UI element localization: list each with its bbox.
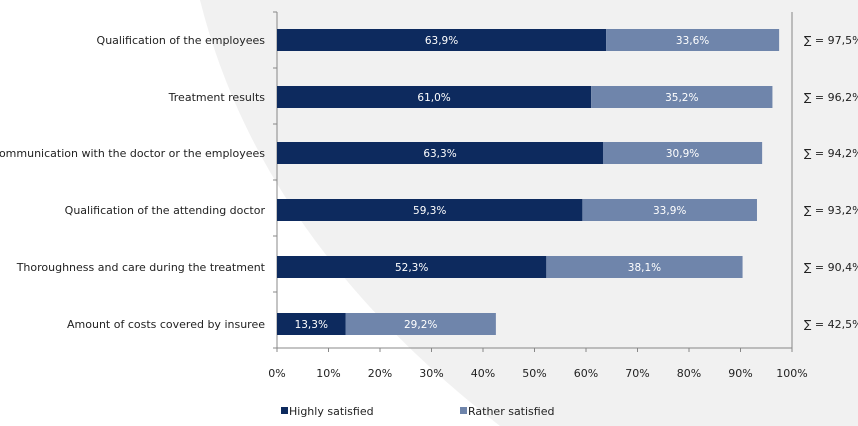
bar-value-label: 63,9% — [425, 35, 458, 47]
total-label: ∑ = 94,2% — [804, 147, 858, 160]
bar-value-label: 52,3% — [395, 262, 428, 274]
category-label: Treatment results — [168, 91, 266, 104]
bar-segment — [546, 256, 743, 278]
category-label: Thoroughness and care during the treatme… — [16, 261, 266, 274]
bar-value-label: 61,0% — [417, 92, 450, 104]
x-tick-label: 70% — [625, 367, 649, 380]
x-tick-label: 50% — [522, 367, 546, 380]
bar-value-label: 59,3% — [413, 205, 446, 217]
bar-value-label: 29,2% — [404, 319, 437, 331]
x-tick-label: 40% — [471, 367, 495, 380]
x-tick-label: 0% — [268, 367, 285, 380]
x-tick-label: 60% — [574, 367, 598, 380]
total-label: ∑ = 96,2% — [804, 91, 858, 104]
bar-value-label: 63,3% — [423, 148, 456, 160]
legend-swatch — [281, 407, 288, 414]
x-tick-label: 90% — [728, 367, 752, 380]
bar-value-label: 33,9% — [653, 205, 686, 217]
total-label: ∑ = 97,5% — [804, 34, 858, 47]
x-tick-label: 80% — [677, 367, 701, 380]
bar-segment — [277, 256, 547, 278]
bar-segment — [277, 313, 346, 335]
total-label: ∑ = 93,2% — [804, 204, 858, 217]
bar-segment — [277, 29, 607, 51]
x-tick-label: 20% — [368, 367, 392, 380]
bar-value-label: 13,3% — [295, 319, 328, 331]
x-tick-label: 10% — [316, 367, 340, 380]
bar-segment — [277, 142, 603, 164]
total-label: ∑ = 42,5% — [804, 318, 858, 331]
legend-label: Highly satisfied — [289, 405, 374, 418]
bar-segment — [591, 86, 773, 108]
bar-segment — [602, 142, 763, 164]
bar-segment — [277, 199, 583, 221]
legend-swatch — [460, 407, 467, 414]
legend-label: Rather satisfied — [468, 405, 554, 418]
bar-segment — [345, 313, 496, 335]
bar-segment — [606, 29, 780, 51]
bar-segment — [582, 199, 757, 221]
bar-value-label: 30,9% — [666, 148, 699, 160]
category-label: Amount of costs covered by insuree — [67, 318, 265, 331]
total-label: ∑ = 90,4% — [804, 261, 858, 274]
bar-segment — [277, 86, 592, 108]
x-tick-label: 30% — [419, 367, 443, 380]
category-label: Qualification of the attending doctor — [65, 204, 266, 217]
category-label: Qualification of the employees — [97, 34, 266, 47]
category-label: Communication with the doctor or the emp… — [0, 147, 265, 160]
x-tick-label: 100% — [776, 367, 807, 380]
bar-value-label: 35,2% — [665, 92, 698, 104]
bar-value-label: 33,6% — [676, 35, 709, 47]
bar-value-label: 38,1% — [628, 262, 661, 274]
